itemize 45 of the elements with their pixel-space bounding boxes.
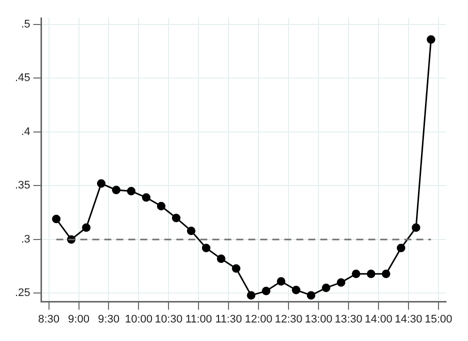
point bbox=[142, 193, 150, 202]
x-tick-label: 15:00 bbox=[424, 313, 452, 326]
point bbox=[112, 186, 120, 194]
x-tick-label: 12:30 bbox=[274, 313, 302, 326]
y-tick-label: .3 bbox=[21, 233, 30, 246]
point bbox=[336, 278, 346, 287]
x-tick-label: 13:00 bbox=[304, 313, 332, 326]
point bbox=[412, 223, 420, 232]
x-tick-label: 9:00 bbox=[68, 313, 90, 326]
point bbox=[232, 264, 240, 273]
point bbox=[262, 286, 270, 296]
x-tick-label: 12:00 bbox=[244, 313, 272, 326]
point bbox=[126, 186, 136, 196]
point bbox=[396, 244, 406, 252]
point bbox=[322, 284, 330, 292]
x-tick-label: 11:30 bbox=[215, 313, 242, 326]
point bbox=[202, 244, 210, 252]
point bbox=[426, 35, 436, 44]
y-tick-label: .5 bbox=[21, 18, 30, 30]
x-tick-label: 10:00 bbox=[124, 313, 152, 326]
point bbox=[216, 254, 226, 264]
point bbox=[366, 270, 376, 278]
point bbox=[82, 223, 91, 232]
x-tick-label: 10:30 bbox=[154, 313, 182, 326]
point bbox=[292, 286, 300, 294]
point bbox=[172, 214, 180, 222]
point bbox=[352, 270, 360, 278]
x-tick-label: 14:30 bbox=[394, 313, 422, 326]
x-tick-label: 8:30 bbox=[38, 313, 60, 326]
point bbox=[246, 291, 256, 300]
point bbox=[97, 179, 106, 188]
x-tick-label: 9:30 bbox=[98, 313, 120, 326]
point bbox=[52, 214, 61, 224]
point bbox=[186, 226, 196, 236]
x-tick-label: 11:00 bbox=[185, 313, 212, 326]
point bbox=[382, 270, 390, 278]
y-tick-label: .45 bbox=[14, 72, 30, 84]
y-tick-label: .4 bbox=[21, 126, 30, 138]
point bbox=[276, 277, 286, 286]
x-tick-label: 13:30 bbox=[334, 313, 362, 326]
point bbox=[306, 291, 316, 300]
point bbox=[156, 202, 166, 210]
y-tick-label: .25 bbox=[14, 287, 30, 300]
y-tick-label: .35 bbox=[14, 180, 30, 192]
x-tick-label: 14:00 bbox=[364, 313, 392, 326]
